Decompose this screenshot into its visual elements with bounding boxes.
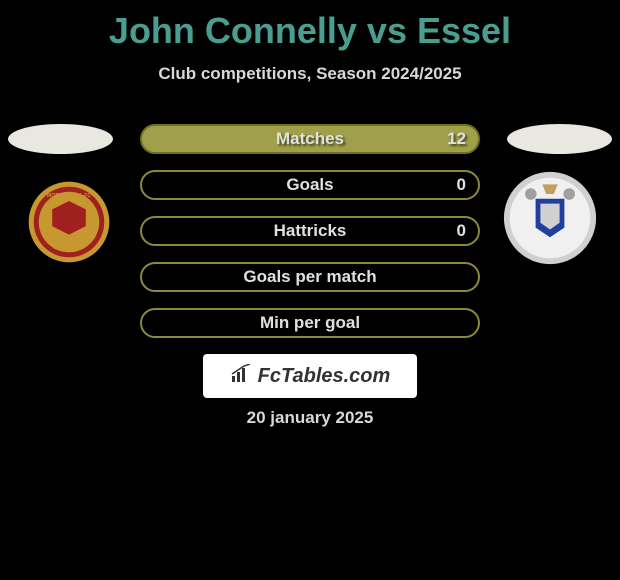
stat-label: Matches [276, 129, 344, 149]
logo-box: FcTables.com [203, 354, 417, 398]
club-badge-right [500, 170, 600, 266]
subtitle: Club competitions, Season 2024/2025 [0, 64, 620, 84]
stat-value-right: 0 [457, 175, 466, 195]
stat-row-min-per-goal: Min per goal [140, 308, 480, 338]
logo-text: FcTables.com [258, 365, 391, 388]
stat-label: Hattricks [274, 221, 347, 241]
page-title: John Connelly vs Essel [0, 0, 620, 52]
player-indicator-right [507, 124, 612, 154]
chart-icon [230, 364, 254, 389]
stat-row-hattricks: Hattricks 0 [140, 216, 480, 246]
stat-label: Min per goal [260, 313, 360, 333]
stat-row-goals: Goals 0 [140, 170, 480, 200]
stat-value-right: 12 [447, 129, 466, 149]
stat-label: Goals per match [243, 267, 376, 287]
svg-text:MOTHERWELL FC: MOTHERWELL FC [47, 193, 91, 199]
date-text: 20 january 2025 [0, 408, 620, 428]
club-badge-left: EST. 1886 MOTHERWELL FC [20, 180, 118, 264]
player-indicator-left [8, 124, 113, 154]
stat-row-goals-per-match: Goals per match [140, 262, 480, 292]
stat-label: Goals [286, 175, 333, 195]
stat-value-right: 0 [457, 221, 466, 241]
stats-container: Matches 12 Goals 0 Hattricks 0 Goals per… [140, 124, 480, 354]
stat-row-matches: Matches 12 [140, 124, 480, 154]
svg-text:EST. 1886: EST. 1886 [53, 244, 84, 251]
